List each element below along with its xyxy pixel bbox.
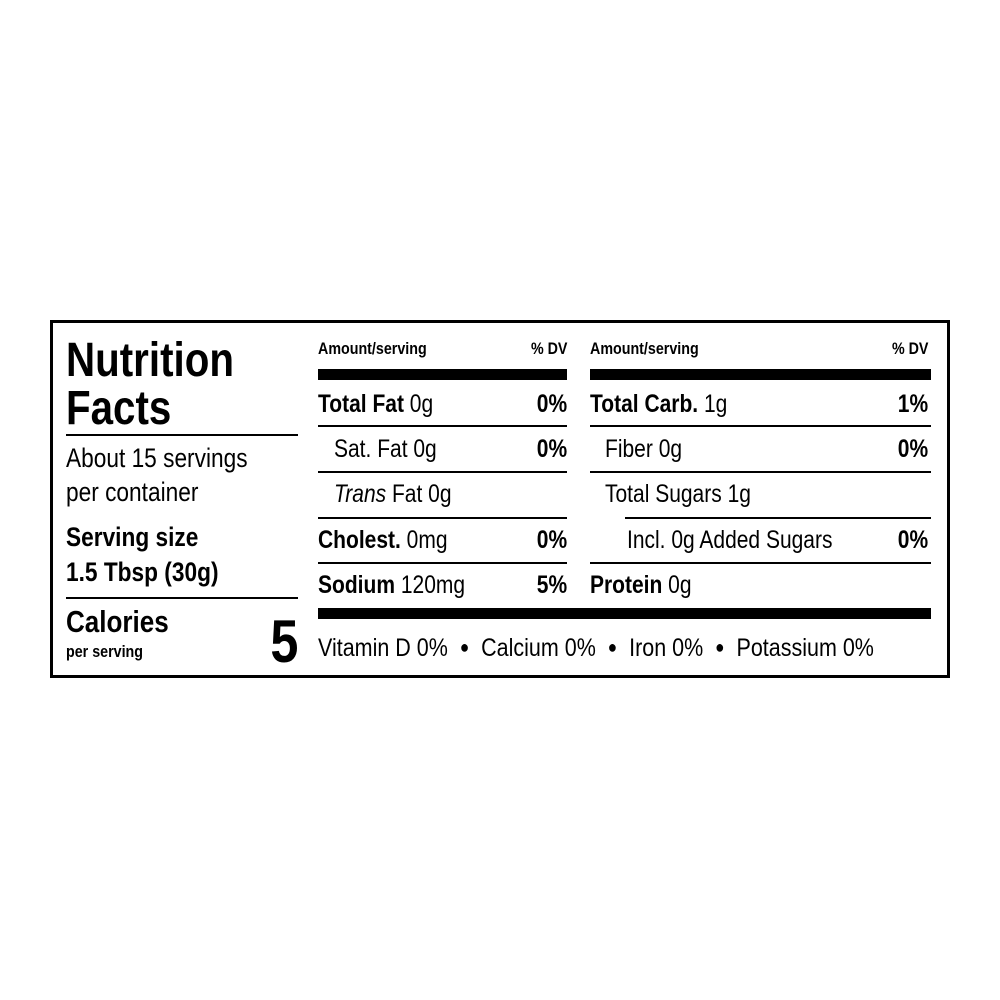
dv-added-sugars: 0% — [897, 526, 928, 554]
calories-label: Calories — [66, 604, 169, 639]
row-protein: Protein 0g — [590, 571, 692, 599]
row-sodium: Sodium 120mg — [318, 571, 466, 599]
row-trans-fat: Trans Fat 0g — [334, 480, 452, 508]
row-total-fat: Total Fat 0g — [318, 390, 434, 418]
row-cholesterol: Cholest. 0mg — [318, 526, 448, 554]
thick-bar-bottom — [318, 608, 931, 619]
dv-sodium: 5% — [536, 571, 567, 599]
dv-cholesterol: 0% — [536, 526, 567, 554]
divider — [66, 434, 298, 436]
divider — [590, 425, 931, 427]
thick-bar — [318, 369, 567, 380]
divider — [318, 425, 567, 427]
row-fiber: Fiber 0g — [605, 435, 683, 463]
vitamins-line: Vitamin D 0% ● Calcium 0% ● Iron 0% ● Po… — [318, 634, 874, 662]
title-facts: Facts — [66, 382, 172, 435]
thick-bar — [590, 369, 931, 380]
header-amount-2: Amount/serving — [590, 339, 699, 358]
title-nutrition: Nutrition — [66, 334, 234, 387]
header-amount: Amount/serving — [318, 339, 427, 358]
header-dv-2: % DV — [891, 339, 928, 358]
divider — [590, 562, 931, 564]
header-dv: % DV — [530, 339, 567, 358]
divider — [318, 471, 567, 473]
nutrition-facts-panel — [50, 320, 950, 678]
calories-value: 5 — [269, 608, 298, 675]
divider — [625, 517, 931, 519]
row-total-carb: Total Carb. 1g — [590, 390, 728, 418]
calories-per-serving: per serving — [66, 642, 143, 661]
serving-size-label: Serving size — [66, 522, 199, 552]
servings-per-container: About 15 servings — [66, 443, 248, 473]
row-added-sugars: Incl. 0g Added Sugars — [627, 526, 833, 554]
row-total-sugars: Total Sugars 1g — [605, 480, 751, 508]
divider — [590, 471, 931, 473]
servings-per-container-2: per container — [66, 477, 199, 507]
dv-sat-fat: 0% — [536, 435, 567, 463]
dv-total-fat: 0% — [536, 390, 567, 418]
divider — [318, 517, 567, 519]
dv-fiber: 0% — [897, 435, 928, 463]
row-sat-fat: Sat. Fat 0g — [334, 435, 437, 463]
divider — [318, 562, 567, 564]
dv-total-carb: 1% — [897, 390, 928, 418]
divider — [66, 597, 298, 599]
serving-size-value: 1.5 Tbsp (30g) — [66, 557, 219, 587]
